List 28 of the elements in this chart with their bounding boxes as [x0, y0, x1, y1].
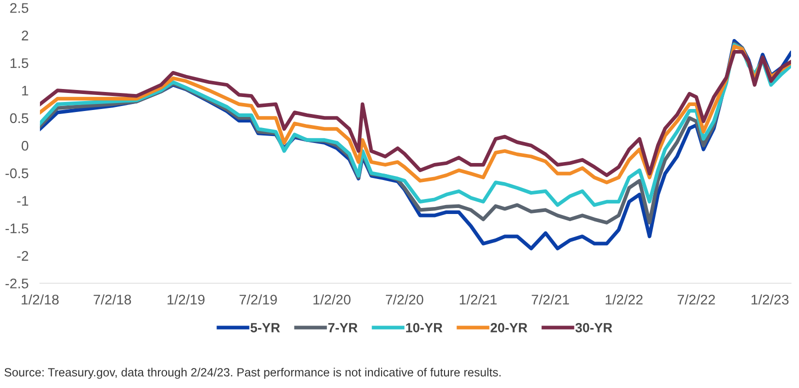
- y-tick-label: 1.5: [10, 58, 28, 68]
- y-tick-label: -1: [17, 196, 28, 206]
- y-tick-label: -2: [17, 251, 28, 261]
- x-tick-label: 1/2/20: [313, 294, 351, 305]
- legend-label: 10-YR: [406, 323, 442, 332]
- legend-label: 20-YR: [490, 323, 528, 332]
- x-tick-label: 1/2/21: [460, 294, 497, 305]
- y-tick-label: 1: [22, 86, 28, 96]
- legend-label: 30-YR: [575, 323, 612, 332]
- y-tick-label: -2.5: [6, 278, 28, 288]
- legend-label: 5-YR: [250, 323, 280, 332]
- y-tick-label: 0: [22, 140, 28, 151]
- y-tick-label: -0.5: [6, 168, 28, 178]
- y-tick-label: 0.5: [10, 113, 28, 124]
- x-tick-label: 7/2/19: [240, 294, 277, 305]
- y-tick-label: -1.5: [6, 224, 28, 234]
- legend-label: 7-YR: [328, 323, 358, 332]
- x-tick-label: 1/2/22: [606, 294, 643, 305]
- y-tick-label: 2.5: [10, 3, 28, 13]
- x-tick-label: 1/2/23: [752, 294, 789, 305]
- x-tick-label: 1/2/19: [168, 294, 204, 305]
- x-tick-label: 7/2/18: [94, 294, 132, 305]
- x-tick-label: 7/2/21: [532, 294, 570, 305]
- x-tick-label: 1/2/18: [22, 294, 59, 305]
- x-tick-label: 7/2/20: [386, 294, 424, 305]
- x-tick-label: 7/2/22: [678, 294, 715, 305]
- source-note: Source: Treasury.gov, data through 2/24/23. Past performance is not indicative of future results.: [4, 368, 501, 379]
- y-tick-label: 2: [22, 30, 28, 40]
